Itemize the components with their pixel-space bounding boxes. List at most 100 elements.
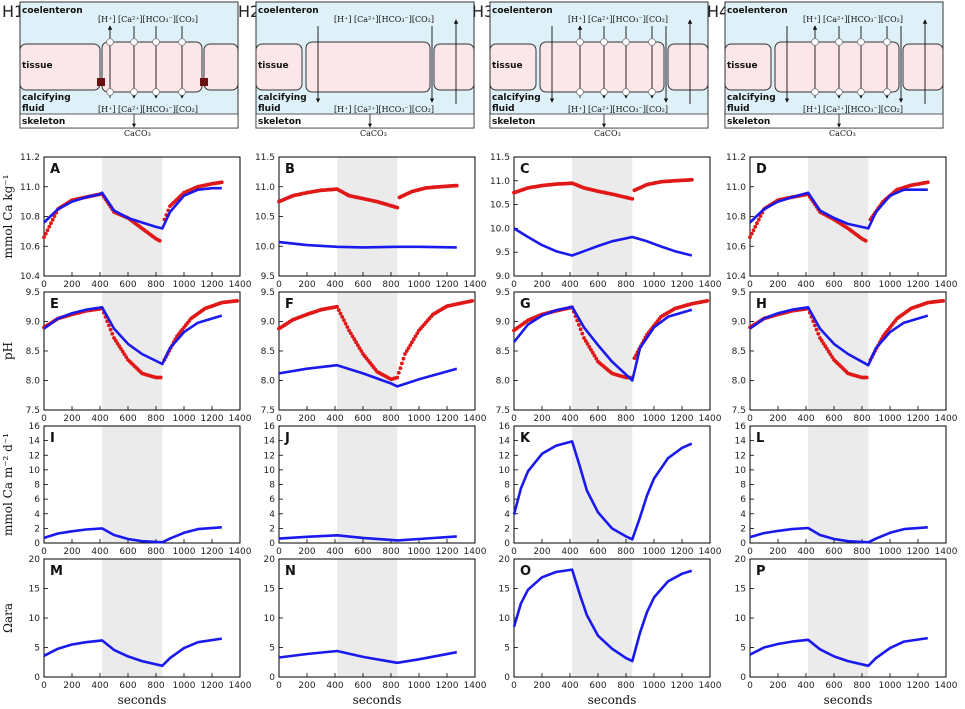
observed-point (117, 344, 122, 349)
x-tick-label: 1000 (173, 280, 196, 290)
y-tick-label: 15 (735, 585, 746, 595)
label-tissue: tissue (727, 61, 758, 71)
observed-point (219, 180, 224, 185)
tight-junction-left (97, 78, 105, 86)
label-coelenteron: coelenteron (727, 6, 788, 16)
transporter-basal (600, 88, 608, 96)
observed-point (925, 180, 930, 185)
observed-point (406, 346, 411, 350)
observed-point (345, 325, 350, 329)
transporter-apical (648, 38, 656, 46)
y-tick-label: 11.5 (490, 153, 510, 163)
x-tick-label: 1000 (879, 681, 902, 691)
x-tick-label: 400 (797, 414, 814, 424)
x-tick-label: 1000 (643, 414, 666, 424)
x-tick-label: 1200 (436, 681, 459, 691)
panel-letter: B (285, 162, 295, 177)
x-tick-label: 200 (533, 280, 550, 290)
x-tick-label: 600 (119, 681, 136, 691)
transporter-apical (600, 38, 608, 46)
observed-point (49, 221, 53, 226)
ions-top: [H⁺] [Ca²⁺][HCO₃⁻][CO₂] (568, 15, 668, 24)
y-tick-label: 14 (735, 437, 747, 447)
shaded-interval (572, 426, 633, 543)
x-tick-label: 1000 (643, 681, 666, 691)
observed-point (122, 352, 127, 357)
x-tick-label: 1400 (699, 280, 722, 290)
y-tick-label: 10.8 (20, 213, 40, 223)
y-tick-label: 10 (499, 466, 511, 476)
chart-panel-d: 10.4 10.6 10.8 11.0 11.2 0 200 400 600 800 1000 120… (726, 153, 958, 290)
y-tick-label: 16 (735, 422, 747, 432)
x-tick-label: 800 (382, 280, 399, 290)
x-tick-label: 1200 (201, 280, 224, 290)
observed-point (753, 224, 758, 229)
y-tick-label: 11.0 (726, 183, 746, 193)
panel-letter: J (284, 431, 290, 446)
y-tick-label: 4 (269, 510, 275, 520)
y-tick-label: 6 (269, 495, 275, 505)
chart-panel-c: 9.0 9.5 10.0 10.5 11.0 11.5 0 200 400 600 800 1000 1… (490, 153, 722, 290)
x-tick-label: 0 (276, 414, 282, 424)
mineral-label: CaCO₃ (360, 129, 387, 138)
x-tick-label: 600 (119, 547, 136, 557)
transporter-basal (622, 88, 630, 96)
y-tick-label: 12 (29, 451, 40, 461)
x-axis-label: seconds (824, 693, 873, 707)
label-calcifying-fluid-line1: calcifying (492, 93, 541, 103)
model-line (278, 649, 458, 665)
x-tick-label: 400 (91, 280, 108, 290)
x-tick-label: 800 (853, 280, 870, 290)
chart-panel-f: 7.5 8.0 8.5 9.0 9.5 0 200 400 600 800 1000 1200 1400… (261, 288, 487, 424)
tissue-cell-right (902, 43, 944, 91)
y-tick-label: 8 (504, 481, 510, 491)
observed-point (395, 375, 400, 380)
observed-point (816, 331, 821, 336)
y-tick-label: 10.4 (726, 272, 746, 282)
y-tick-label: 9.5 (732, 288, 746, 298)
panel-letter: H (756, 297, 767, 312)
observed-point (751, 228, 756, 233)
x-tick-label: 1400 (464, 681, 487, 691)
x-tick-label: 200 (298, 681, 315, 691)
x-tick-label: 1000 (879, 280, 902, 290)
observed-point (342, 318, 346, 323)
x-tick-label: 800 (147, 280, 164, 290)
y-tick-label: 9.5 (261, 288, 275, 298)
y-tick-label: 10.6 (20, 242, 40, 252)
shaded-interval (572, 157, 633, 276)
y-tick-label: 10 (29, 614, 41, 624)
observed-point (348, 331, 353, 336)
observed-point (590, 350, 595, 355)
panel-letter: M (50, 564, 63, 579)
mineral-label: CaCO₃ (829, 129, 856, 138)
observed-point (748, 235, 752, 240)
x-tick-label: 1200 (907, 280, 930, 290)
label-tissue: tissue (258, 61, 289, 71)
x-tick-label: 200 (63, 547, 80, 557)
shaded-interval (337, 559, 398, 677)
observed-point (355, 343, 360, 347)
y-tick-label: 10.8 (726, 213, 746, 223)
observed-point (350, 334, 355, 339)
shaded-interval (102, 157, 163, 276)
observed-point (819, 338, 824, 343)
x-tick-label: 600 (825, 280, 842, 290)
model-line (512, 568, 693, 663)
label-calcifying-fluid: calcifying fluid (22, 93, 71, 114)
model-line (43, 526, 222, 544)
x-tick-label: 1200 (907, 547, 930, 557)
x-tick-label: 800 (617, 681, 634, 691)
tissue-cell-left (724, 43, 772, 91)
tissue-cell-center (305, 41, 431, 93)
transporter-basal (857, 88, 865, 96)
x-tick-label: 800 (617, 280, 634, 290)
x-tick-label: 1400 (935, 681, 958, 691)
shaded-interval (808, 157, 869, 276)
model-line (513, 227, 693, 257)
transporter-apical (811, 38, 819, 46)
x-tick-label: 800 (382, 547, 399, 557)
